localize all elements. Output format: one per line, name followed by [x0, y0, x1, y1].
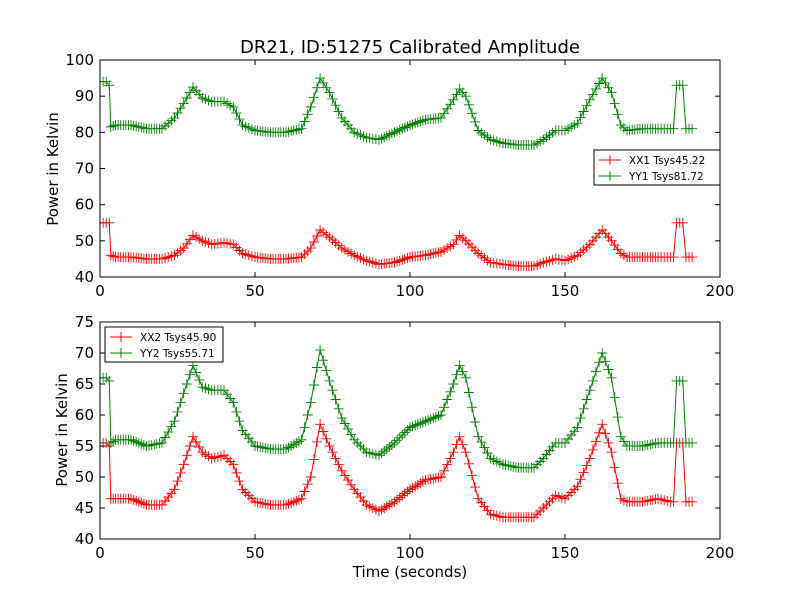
- legend-label: YY1 Tsys81.72: [628, 171, 704, 183]
- legend-box: [104, 326, 224, 363]
- y-tick-label: 40: [75, 268, 94, 286]
- x-tick-label: 50: [245, 282, 264, 300]
- series-1-1: [100, 217, 698, 272]
- series-2-1: [100, 419, 698, 523]
- series-markers: [100, 419, 698, 523]
- y-tick-label: 100: [65, 51, 94, 69]
- y-tick-label: 80: [75, 123, 94, 141]
- y-axis-label-top: Power in Kelvin: [44, 112, 62, 226]
- legend-label: YY2 Tsys55.71: [139, 348, 215, 360]
- legend-marker: [116, 348, 126, 358]
- x-tick-label: 150: [551, 544, 580, 562]
- legend-marker: [116, 332, 126, 342]
- chart-title: DR21, ID:51275 Calibrated Amplitude: [240, 37, 580, 58]
- plot-panel-2: 0 50 100 150 200 40 45 50 55 60 65 70 75 XX2 Tsys45.9…: [75, 313, 734, 562]
- x-tick-label: 50: [245, 544, 264, 562]
- y-tick-label: 45: [75, 499, 94, 517]
- series-markers: [100, 73, 698, 150]
- y-tick-label: 70: [75, 160, 94, 178]
- legend-box: [593, 149, 721, 186]
- legend: XX1 Tsys45.22 YY1 Tsys81.72: [593, 149, 721, 186]
- x-tick-label: 200: [706, 544, 735, 562]
- series-2-2: [100, 344, 698, 473]
- y-tick-label: 70: [75, 344, 94, 362]
- x-tick-label: 150: [551, 282, 580, 300]
- series-markers: [100, 217, 698, 272]
- y-tick-label: 50: [75, 468, 94, 486]
- legend-marker: [605, 171, 615, 181]
- x-tick-label: 0: [95, 282, 105, 300]
- x-tick-label: 0: [95, 544, 105, 562]
- y-tick-label: 50: [75, 232, 94, 250]
- series-markers: [100, 344, 698, 473]
- legend-label: XX1 Tsys45.22: [629, 155, 705, 167]
- y-tick-label: 60: [75, 196, 94, 214]
- legend-marker: [605, 155, 615, 165]
- x-tick-label: 100: [396, 282, 425, 300]
- y-tick-label: 55: [75, 437, 94, 455]
- plot-panel-1: 0 50 100 150 200 40 50 60 70 80 90 100 XX1 Tsys45.22…: [65, 51, 734, 300]
- y-tick-label: 65: [75, 375, 94, 393]
- y-tick-label: 40: [75, 530, 94, 548]
- legend-label: XX2 Tsys45.90: [140, 332, 216, 344]
- y-axis-label-bottom: Power in Kelvin: [53, 373, 71, 487]
- x-tick-label: 200: [706, 282, 735, 300]
- y-tick-label: 90: [75, 87, 94, 105]
- y-tick-label: 75: [75, 313, 94, 331]
- series-1-2: [100, 73, 698, 150]
- x-tick-label: 100: [396, 544, 425, 562]
- y-tick-label: 60: [75, 406, 94, 424]
- legend: XX2 Tsys45.90 YY2 Tsys55.71: [104, 326, 224, 363]
- x-axis-label: Time (seconds): [352, 563, 468, 581]
